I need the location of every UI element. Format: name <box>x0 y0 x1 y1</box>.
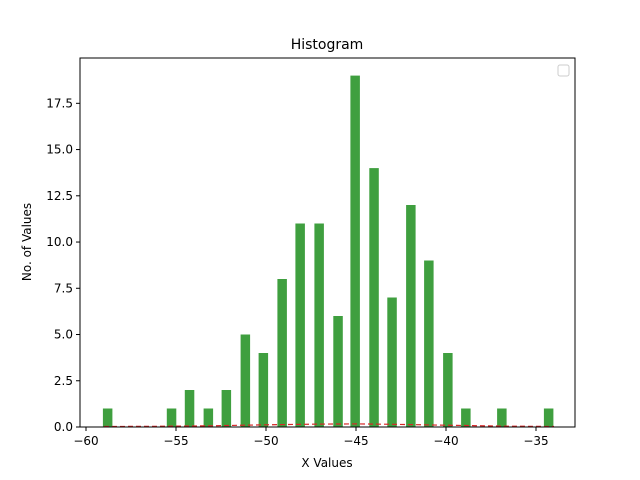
y-tick-label: 5.0 <box>54 328 73 342</box>
y-tick-label: 7.5 <box>54 281 73 295</box>
chart-title: Histogram <box>291 37 364 53</box>
histogram-bar <box>369 168 379 427</box>
histogram-bar <box>258 353 269 427</box>
histogram-bar <box>166 408 177 427</box>
x-axis-ticks: −60 −55 −50 −45 −40 −35 <box>73 427 549 448</box>
histogram-bar <box>203 408 214 427</box>
y-tick-label: 0.0 <box>54 420 73 434</box>
histogram-bar <box>350 75 360 427</box>
x-tick-label: −60 <box>73 434 98 448</box>
y-tick-label: 17.5 <box>46 96 73 110</box>
y-tick-label: 12.5 <box>46 189 73 203</box>
histogram-bar <box>277 279 287 427</box>
histogram-bar <box>461 408 471 427</box>
histogram-bar <box>387 297 397 427</box>
histogram-bar <box>543 408 554 427</box>
x-tick-label: −45 <box>343 434 368 448</box>
histogram-bar <box>102 408 113 427</box>
y-tick-label: 2.5 <box>54 374 73 388</box>
x-tick-label: −50 <box>253 434 278 448</box>
y-tick-label: 10.0 <box>46 235 73 249</box>
y-axis-label: No. of Values <box>20 203 34 281</box>
histogram-bar <box>424 260 434 427</box>
histogram-bar <box>240 334 251 427</box>
plot-frame <box>79 57 576 428</box>
histogram-bar <box>221 390 232 427</box>
bars <box>102 75 554 427</box>
histogram-bar <box>333 316 343 427</box>
y-tick-label: 15.0 <box>46 143 73 157</box>
histogram-bar <box>295 223 305 427</box>
histogram-bar <box>497 408 507 427</box>
histogram-bar <box>314 223 324 427</box>
histogram-bar <box>406 205 416 427</box>
x-tick-label: −55 <box>163 434 188 448</box>
y-axis-ticks: 0.0 2.5 5.0 7.5 10.0 12.5 15.0 17.5 <box>46 96 80 434</box>
x-axis-label: X Values <box>301 456 352 470</box>
histogram-bar <box>443 353 453 427</box>
fit-curve <box>103 423 555 428</box>
x-tick-label: −35 <box>523 434 548 448</box>
x-tick-label: −40 <box>433 434 458 448</box>
histogram-bar <box>184 390 195 427</box>
legend-box <box>557 64 570 77</box>
